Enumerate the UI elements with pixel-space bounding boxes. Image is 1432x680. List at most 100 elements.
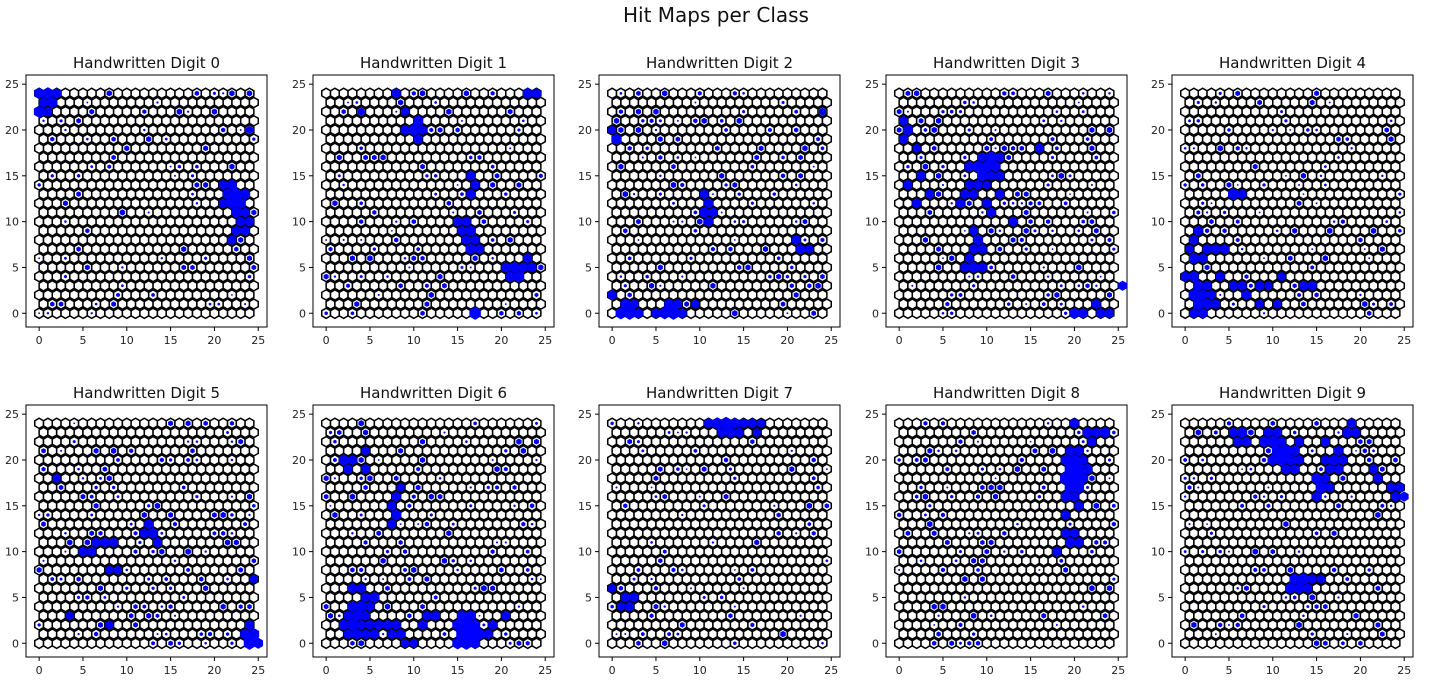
som-node bbox=[1034, 105, 1045, 118]
som-node bbox=[821, 279, 833, 292]
som-node bbox=[104, 124, 115, 136]
som-node bbox=[799, 307, 811, 320]
som-node bbox=[156, 618, 167, 631]
hit-markers bbox=[323, 87, 544, 320]
som-node bbox=[152, 554, 163, 567]
som-node bbox=[108, 169, 119, 182]
som-node bbox=[69, 307, 80, 320]
som-node bbox=[734, 279, 745, 292]
som-node bbox=[104, 233, 115, 246]
som-node bbox=[42, 270, 54, 283]
som-node bbox=[104, 545, 115, 558]
hit-marker bbox=[680, 182, 685, 188]
som-node bbox=[712, 87, 723, 100]
som-node bbox=[364, 270, 376, 283]
som-node bbox=[1078, 233, 1089, 246]
hit-marker-large bbox=[240, 188, 250, 200]
som-node bbox=[1276, 142, 1287, 155]
som-node bbox=[187, 536, 198, 549]
som-node bbox=[483, 188, 494, 201]
som-node bbox=[642, 179, 653, 191]
som-node bbox=[373, 252, 384, 265]
som-node bbox=[90, 518, 102, 531]
som-node bbox=[51, 105, 62, 118]
som-node bbox=[1003, 243, 1014, 256]
som-node bbox=[1078, 160, 1089, 173]
hit-marker bbox=[1051, 155, 1055, 160]
som-node bbox=[1342, 243, 1353, 256]
som-node bbox=[950, 261, 962, 274]
som-node bbox=[937, 233, 949, 246]
som-node bbox=[213, 133, 224, 146]
hit-marker bbox=[958, 109, 962, 114]
som-node bbox=[408, 160, 419, 173]
som-node bbox=[738, 307, 749, 320]
som-node bbox=[650, 160, 662, 173]
som-node bbox=[677, 252, 688, 265]
som-node bbox=[628, 114, 640, 127]
som-node bbox=[452, 288, 463, 301]
som-node bbox=[143, 96, 154, 109]
som-node bbox=[942, 114, 953, 127]
som-node bbox=[1016, 252, 1027, 265]
som-node bbox=[443, 307, 454, 320]
som-node bbox=[694, 270, 705, 283]
som-node bbox=[491, 206, 503, 219]
som-node bbox=[1042, 105, 1054, 118]
som-node bbox=[924, 279, 935, 292]
som-node bbox=[694, 307, 705, 320]
som-node bbox=[395, 188, 406, 201]
som-node bbox=[500, 206, 511, 219]
hit-marker bbox=[38, 312, 40, 315]
som-node bbox=[239, 609, 251, 622]
som-node bbox=[1311, 270, 1322, 283]
som-node bbox=[742, 206, 754, 219]
som-node bbox=[226, 105, 238, 118]
som-node bbox=[694, 252, 705, 265]
som-node bbox=[990, 87, 1001, 100]
hit-marker bbox=[437, 273, 443, 280]
som-node bbox=[121, 417, 132, 430]
som-node bbox=[47, 554, 58, 567]
som-node bbox=[1042, 124, 1054, 136]
som-node bbox=[382, 160, 393, 173]
som-node bbox=[1280, 224, 1292, 237]
som-node bbox=[505, 600, 516, 613]
hit-marker bbox=[1107, 237, 1112, 243]
som-node bbox=[386, 114, 398, 127]
som-node bbox=[51, 307, 62, 320]
som-node bbox=[738, 124, 749, 136]
som-node bbox=[1210, 169, 1221, 182]
hit-marker bbox=[750, 164, 755, 169]
som-node bbox=[1086, 87, 1098, 100]
som-node bbox=[73, 609, 84, 622]
som-node bbox=[606, 179, 618, 191]
hit-marker bbox=[622, 191, 628, 198]
som-node bbox=[430, 206, 441, 219]
som-node bbox=[942, 151, 953, 164]
som-node bbox=[937, 142, 949, 155]
som-node bbox=[1091, 96, 1102, 109]
som-node bbox=[1337, 124, 1349, 136]
som-node bbox=[685, 288, 697, 301]
som-node bbox=[452, 160, 463, 173]
som-node bbox=[920, 87, 931, 100]
som-node bbox=[373, 179, 384, 191]
som-node bbox=[231, 444, 242, 457]
som-node bbox=[386, 609, 398, 622]
som-node bbox=[611, 224, 622, 237]
som-node bbox=[1038, 206, 1049, 219]
som-node bbox=[448, 298, 459, 311]
som-node bbox=[1060, 87, 1071, 100]
som-node bbox=[334, 261, 345, 274]
som-node bbox=[769, 261, 780, 274]
som-node bbox=[633, 252, 644, 265]
som-node bbox=[191, 582, 203, 595]
som-node bbox=[196, 591, 207, 604]
som-node bbox=[474, 279, 485, 292]
som-node bbox=[1350, 279, 1362, 292]
som-node bbox=[1267, 142, 1278, 155]
hit-marker-large bbox=[47, 96, 58, 109]
som-node bbox=[898, 169, 909, 182]
hit-marker-large bbox=[413, 134, 423, 145]
